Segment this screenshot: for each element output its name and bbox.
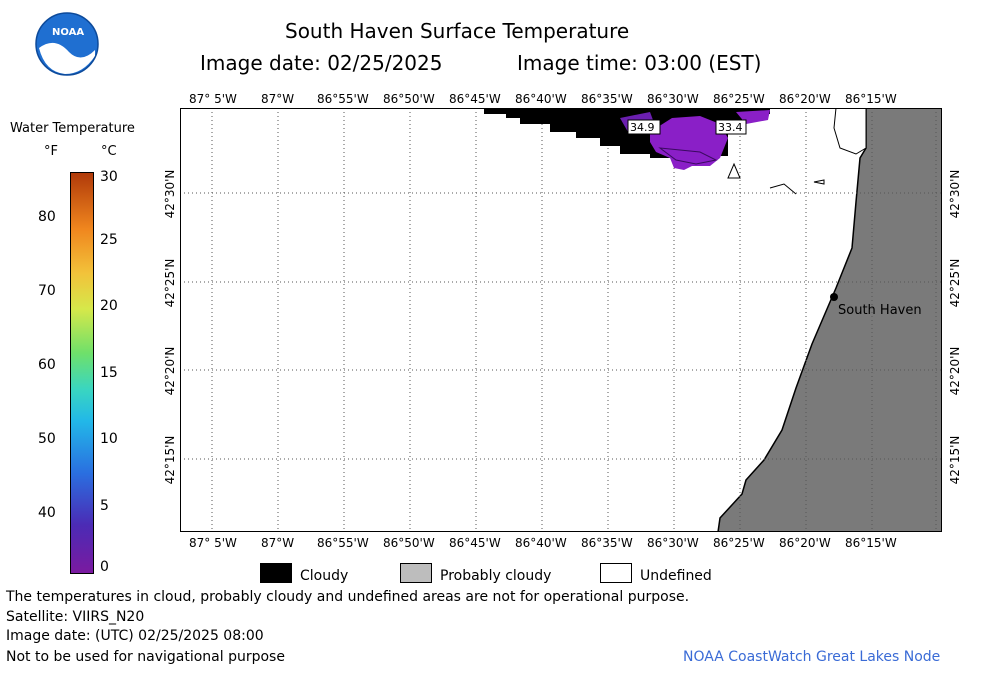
- legend-label-undefined: Undefined: [640, 568, 712, 584]
- footer-nav-note: Not to be used for navigational purpose: [6, 649, 285, 665]
- c-tick: 30: [100, 169, 118, 185]
- colorbar-unit-f: °F: [44, 144, 58, 159]
- lon-label: 86°45'W: [449, 536, 501, 550]
- lat-label-right: 42°30'N: [948, 169, 962, 219]
- lon-label: 86°55'W: [317, 536, 369, 550]
- footer-credit[interactable]: NOAA CoastWatch Great Lakes Node: [683, 649, 941, 665]
- map-svg: [180, 107, 943, 533]
- city-label: South Haven: [838, 303, 922, 318]
- lon-label: 86°50'W: [383, 536, 435, 550]
- lon-label: 87°W: [261, 536, 295, 550]
- lon-label: 86°30'W: [647, 92, 699, 106]
- lon-label: 86°40'W: [515, 536, 567, 550]
- c-tick: 15: [100, 365, 118, 381]
- lon-label: 86°35'W: [581, 92, 633, 106]
- lon-label: 86°15'W: [845, 92, 897, 106]
- footer-note: The temperatures in cloud, probably clou…: [6, 589, 690, 605]
- footer-satellite: Satellite: VIIRS_N20: [6, 609, 145, 625]
- graticule: [180, 108, 942, 532]
- footer-utc-date: Image date: (UTC) 02/25/2025 08:00: [6, 628, 264, 644]
- lon-label: 86°55'W: [317, 92, 369, 106]
- c-tick: 20: [100, 298, 118, 314]
- lon-label: 86°15'W: [845, 536, 897, 550]
- f-tick: 40: [38, 505, 56, 521]
- colorbar: [70, 172, 94, 574]
- lat-label-right: 42°25'N: [948, 258, 962, 308]
- noaa-logo: NOAA: [35, 12, 99, 76]
- image-time: Image time: 03:00 (EST): [517, 51, 762, 75]
- image-date: Image date: 02/25/2025: [200, 51, 443, 75]
- temp-label: 34.9: [630, 121, 655, 134]
- lon-label: 86°20'W: [779, 536, 831, 550]
- lon-label: 86°50'W: [383, 92, 435, 106]
- page-title: South Haven Surface Temperature: [285, 19, 630, 43]
- colorbar-unit-c: °C: [101, 144, 117, 159]
- lat-label-left: 42°15'N: [163, 435, 177, 485]
- legend-swatch-undefined: [600, 563, 632, 583]
- lon-label: 86°20'W: [779, 92, 831, 106]
- lat-label-left: 42°20'N: [163, 346, 177, 396]
- lon-label: 86°25'W: [713, 92, 765, 106]
- lat-label-left: 42°25'N: [163, 258, 177, 308]
- c-tick: 0: [100, 559, 109, 575]
- city-marker: [830, 293, 838, 301]
- legend-swatch-cloudy: [260, 563, 292, 583]
- f-tick: 80: [38, 209, 56, 225]
- temp-label: 33.4: [718, 121, 743, 134]
- legend-label-cloudy: Cloudy: [300, 568, 349, 584]
- legend-label-probably-cloudy: Probably cloudy: [440, 568, 552, 584]
- logo-text: NOAA: [52, 27, 85, 38]
- f-tick: 70: [38, 283, 56, 299]
- lat-label-right: 42°15'N: [948, 435, 962, 485]
- lat-label-left: 42°30'N: [163, 169, 177, 219]
- f-tick: 50: [38, 431, 56, 447]
- c-tick: 25: [100, 232, 118, 248]
- lon-label: 86°30'W: [647, 536, 699, 550]
- lon-label: 86°45'W: [449, 92, 501, 106]
- lon-label: 87° 5'W: [189, 92, 237, 106]
- c-tick: 5: [100, 498, 109, 514]
- lon-label: 86°35'W: [581, 536, 633, 550]
- colorbar-title: Water Temperature: [10, 121, 135, 136]
- map-panel[interactable]: 34.9 33.4 South Haven: [180, 107, 943, 533]
- lon-label: 86°25'W: [713, 536, 765, 550]
- lon-label: 87°W: [261, 92, 295, 106]
- legend-swatch-probably-cloudy: [400, 563, 432, 583]
- c-tick: 10: [100, 431, 118, 447]
- lon-label: 87° 5'W: [189, 536, 237, 550]
- lon-label: 86°40'W: [515, 92, 567, 106]
- lat-label-right: 42°20'N: [948, 346, 962, 396]
- f-tick: 60: [38, 357, 56, 373]
